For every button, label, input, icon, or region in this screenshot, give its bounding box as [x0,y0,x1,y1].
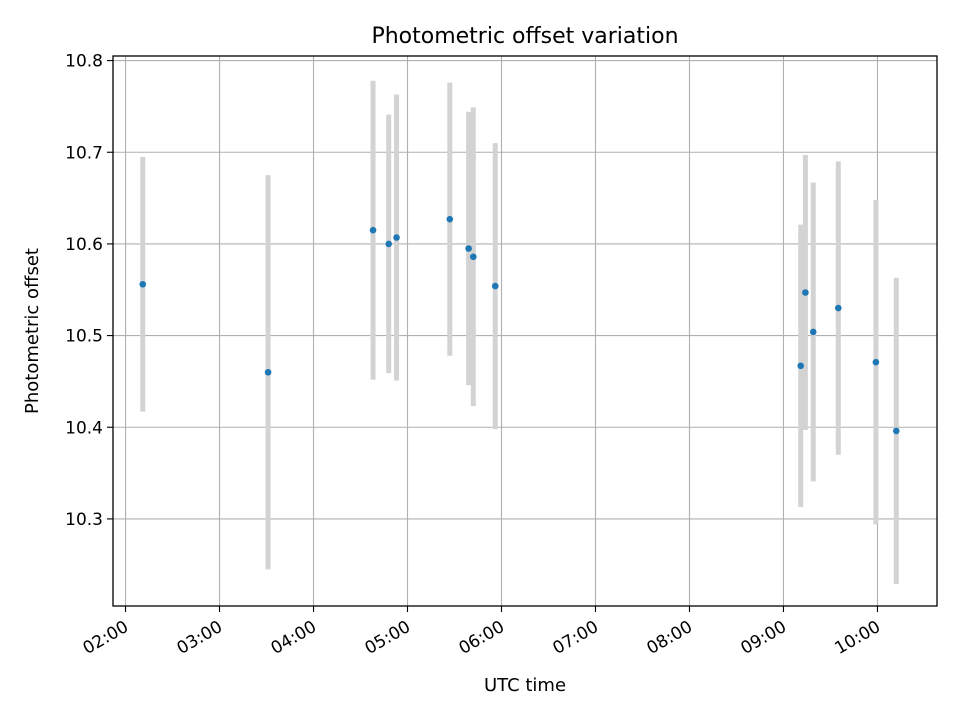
x-axis-ticks: 02:00 03:00 04:00 05:00 06:00 07:00 08:00 09:00… [80,606,884,659]
x-tick-label: 08:00 [644,617,696,659]
data-point [393,234,400,241]
plot-frame [112,55,938,607]
x-tick-label: 02:00 [80,617,132,659]
x-axis-label: UTC time [484,675,566,696]
y-tick-label: 10.4 [65,418,103,438]
data-point [446,215,454,223]
data-point [835,304,842,312]
y-tick-label: 10.8 [65,52,103,72]
data-point [470,253,477,261]
x-tick-label: 09:00 [738,617,790,659]
y-axis-label: Photometric offset [22,248,43,414]
y-tick-label: 10.3 [65,510,103,530]
x-tick-label: 04:00 [268,617,320,659]
data-points [139,215,900,435]
x-tick-label: 03:00 [174,617,226,659]
chart-title: Photometric offset variation [371,24,678,49]
data-point [385,240,393,248]
x-tick-label: 05:00 [362,617,414,659]
data-point [797,362,805,370]
data-point [802,289,809,296]
data-point [892,427,900,435]
data-point [491,282,499,290]
y-tick-label: 10.6 [65,235,103,255]
data-point [369,226,377,234]
data-point [872,358,880,366]
data-point [809,328,817,336]
data-point [465,245,472,252]
x-tick-label: 06:00 [456,617,508,659]
y-axis-ticks: 10.3 10.4 10.5 10.6 10.7 10.8 [65,52,113,530]
y-tick-label: 10.7 [65,143,103,163]
y-tick-label: 10.5 [65,327,103,347]
data-point [264,368,272,376]
x-tick-label: 10:00 [832,617,884,659]
data-point [139,280,147,288]
x-tick-label: 07:00 [550,617,602,659]
